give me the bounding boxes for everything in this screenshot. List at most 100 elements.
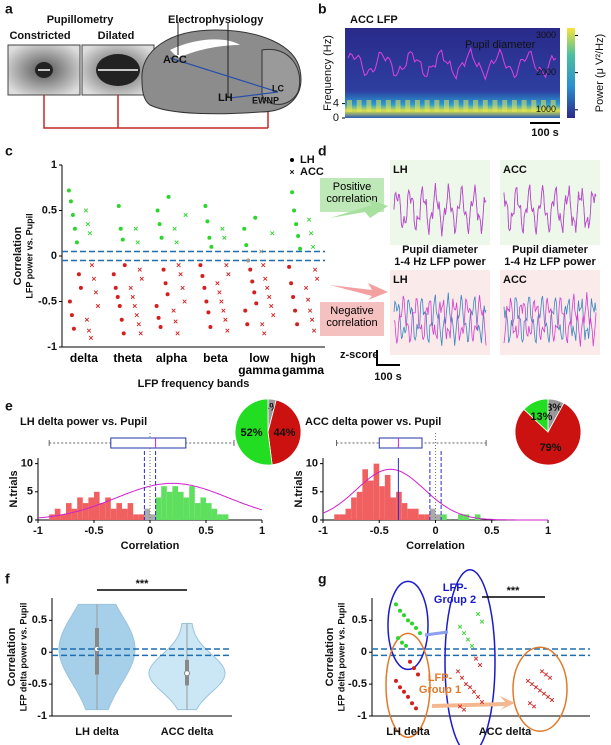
point (306, 217, 312, 222)
pie-label: 13% (530, 411, 552, 423)
point (475, 694, 481, 699)
bar (474, 514, 481, 520)
point (525, 678, 531, 684)
axis-label: Correlation (324, 627, 336, 686)
bar (110, 508, 117, 520)
bar (183, 497, 190, 520)
point (406, 694, 410, 699)
point (121, 331, 126, 336)
point (139, 276, 144, 281)
spectrogram-burst (492, 100, 498, 112)
axis-label: Correlation (6, 627, 18, 686)
region-label: LH (393, 274, 408, 286)
point (161, 267, 166, 272)
y-tick-label: 0 (361, 646, 367, 658)
point (479, 699, 485, 705)
pie-label: 44% (273, 427, 295, 439)
point (543, 672, 549, 677)
bar (122, 508, 128, 520)
point (122, 263, 127, 268)
point (171, 308, 176, 313)
y-tick-label: -1 (37, 710, 47, 722)
point (259, 249, 264, 254)
region-label: ACC (163, 54, 187, 66)
bar (138, 514, 145, 520)
x-tick-label: -0.5 (370, 525, 389, 537)
bar (155, 497, 162, 520)
y-tick-label: -1 (47, 341, 57, 353)
point (547, 675, 553, 680)
pie-label: 52% (241, 427, 263, 439)
point (307, 308, 313, 313)
point (183, 212, 188, 218)
title: Pupillometry (47, 14, 115, 26)
x-tick-label: -1 (33, 525, 43, 537)
bar (435, 514, 442, 520)
point (296, 233, 301, 238)
point (308, 231, 314, 236)
bar (390, 497, 397, 520)
point (533, 685, 539, 690)
point (67, 299, 72, 304)
point (475, 611, 481, 617)
bar (334, 514, 340, 520)
bar (194, 503, 201, 520)
point (175, 331, 180, 336)
group-label-box: LFP-Group 1 (418, 672, 462, 696)
bar (384, 474, 391, 520)
point (253, 215, 258, 220)
point (471, 689, 477, 694)
point (130, 294, 135, 300)
spectrogram-burst (434, 100, 440, 112)
chart-title: ACC LFP (350, 14, 398, 26)
point (128, 285, 133, 290)
point (549, 697, 555, 703)
x-tick-label-box: alpha (156, 352, 187, 364)
arrow (330, 283, 388, 300)
y-tick-label: 5 (312, 486, 318, 498)
point (311, 328, 317, 333)
pupil-trace (347, 47, 557, 81)
y-tick-label: -0.5 (28, 678, 47, 690)
x-tick-label: 0.5 (484, 525, 499, 537)
y-tick-label: 0.5 (352, 614, 367, 626)
bar (88, 497, 94, 520)
pupil-trace (503, 292, 597, 347)
point (163, 281, 168, 286)
point (155, 208, 160, 213)
point (244, 243, 249, 248)
y-tick-label: 0 (41, 646, 47, 658)
point (243, 308, 248, 313)
spectrogram-burst (511, 100, 517, 112)
point (295, 322, 300, 327)
point (84, 317, 90, 322)
bar (66, 503, 72, 520)
bar (161, 486, 167, 520)
point (477, 662, 483, 668)
connector (43, 95, 269, 129)
pie-label: 8% (546, 402, 562, 414)
x-tick-label-box: high gamma (282, 352, 324, 376)
bar (49, 514, 55, 520)
point (208, 324, 213, 329)
x-tick-label: -1 (318, 525, 328, 537)
point (172, 226, 177, 231)
point (469, 643, 475, 648)
trace-label: Pupil diameter (465, 39, 536, 51)
spectrogram-burst (473, 100, 479, 112)
x-tick-label-box: theta (113, 352, 142, 364)
panel-label: e (5, 398, 13, 414)
point (261, 262, 266, 268)
point (252, 290, 257, 295)
bar (401, 503, 408, 520)
region-label: P (273, 95, 279, 105)
point (267, 294, 272, 300)
pupil-trace (393, 295, 487, 346)
y-tick-label: 4 (333, 98, 339, 110)
point (120, 237, 125, 242)
point (298, 246, 303, 251)
y-tick-label: 0 (312, 514, 318, 526)
group-label: LFP-Group 1 (418, 672, 462, 696)
point (461, 630, 467, 636)
